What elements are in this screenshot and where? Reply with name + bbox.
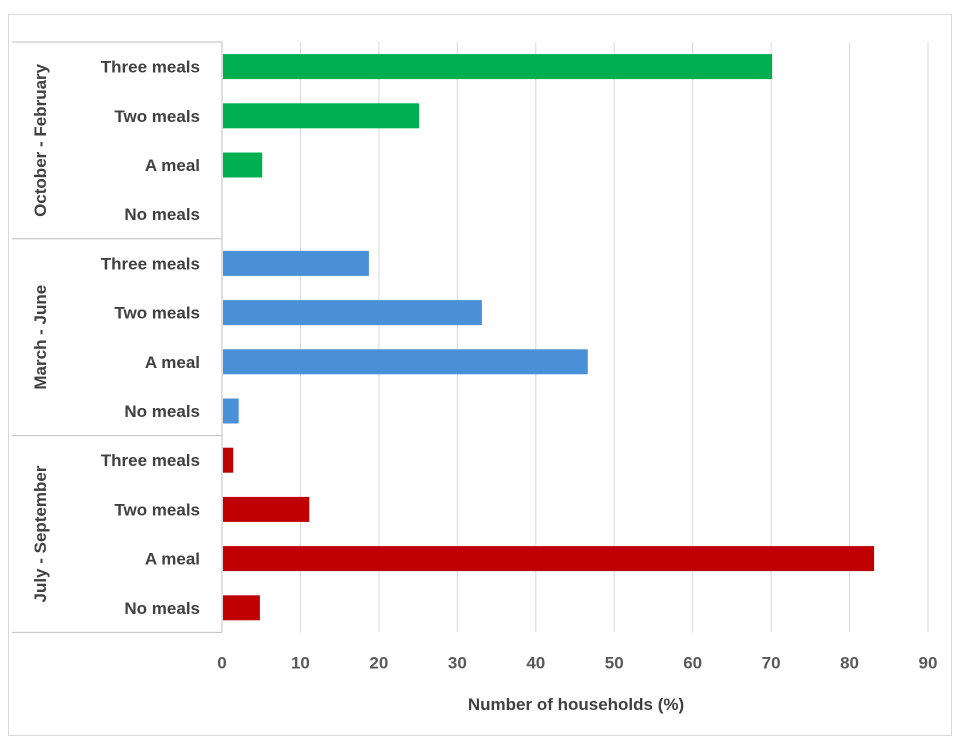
bar xyxy=(223,103,420,129)
bar xyxy=(223,250,369,276)
bar xyxy=(223,595,260,621)
gridlines xyxy=(299,42,929,633)
x-tick-label: 20 xyxy=(369,653,388,672)
category-label: No meals xyxy=(124,402,200,421)
group-label: October - February xyxy=(31,63,50,217)
x-tick-label: 10 xyxy=(291,653,310,672)
bar xyxy=(223,447,234,473)
x-tick-label: 70 xyxy=(762,653,781,672)
x-tick-label: 50 xyxy=(605,653,624,672)
category-label: Two meals xyxy=(114,304,200,323)
x-tick-label: 40 xyxy=(526,653,545,672)
group-label: July - September xyxy=(31,465,50,602)
bar xyxy=(223,349,588,375)
group-label: March - June xyxy=(31,285,50,390)
bar xyxy=(223,496,310,522)
category-labels: October - February Three meals Two meals A … xyxy=(31,58,200,618)
x-tick-label: 30 xyxy=(448,653,467,672)
category-label: A meal xyxy=(145,550,200,569)
x-tick-label: 80 xyxy=(840,653,859,672)
category-label: A meal xyxy=(145,156,200,175)
category-label: Three meals xyxy=(101,58,200,77)
x-tick-label: 60 xyxy=(683,653,702,672)
category-label: Three meals xyxy=(101,254,200,273)
bar xyxy=(223,546,875,572)
category-label: A meal xyxy=(145,353,200,372)
category-label: Two meals xyxy=(114,107,200,126)
category-label: No meals xyxy=(124,599,200,618)
bar xyxy=(223,54,773,80)
bars xyxy=(223,54,875,621)
category-label: Two meals xyxy=(114,500,200,519)
x-axis-label: Number of households (%) xyxy=(468,695,684,714)
bar xyxy=(223,300,482,326)
category-label: No meals xyxy=(124,205,200,224)
x-tick-label: 0 xyxy=(217,653,226,672)
chart-area xyxy=(8,14,952,736)
bar xyxy=(223,398,239,424)
category-label: Three meals xyxy=(101,451,200,470)
bar xyxy=(223,152,263,178)
axes xyxy=(12,41,223,633)
x-tick-label: 90 xyxy=(919,653,938,672)
x-tick-labels: 0 10 20 30 40 50 60 70 80 90 xyxy=(217,653,937,672)
